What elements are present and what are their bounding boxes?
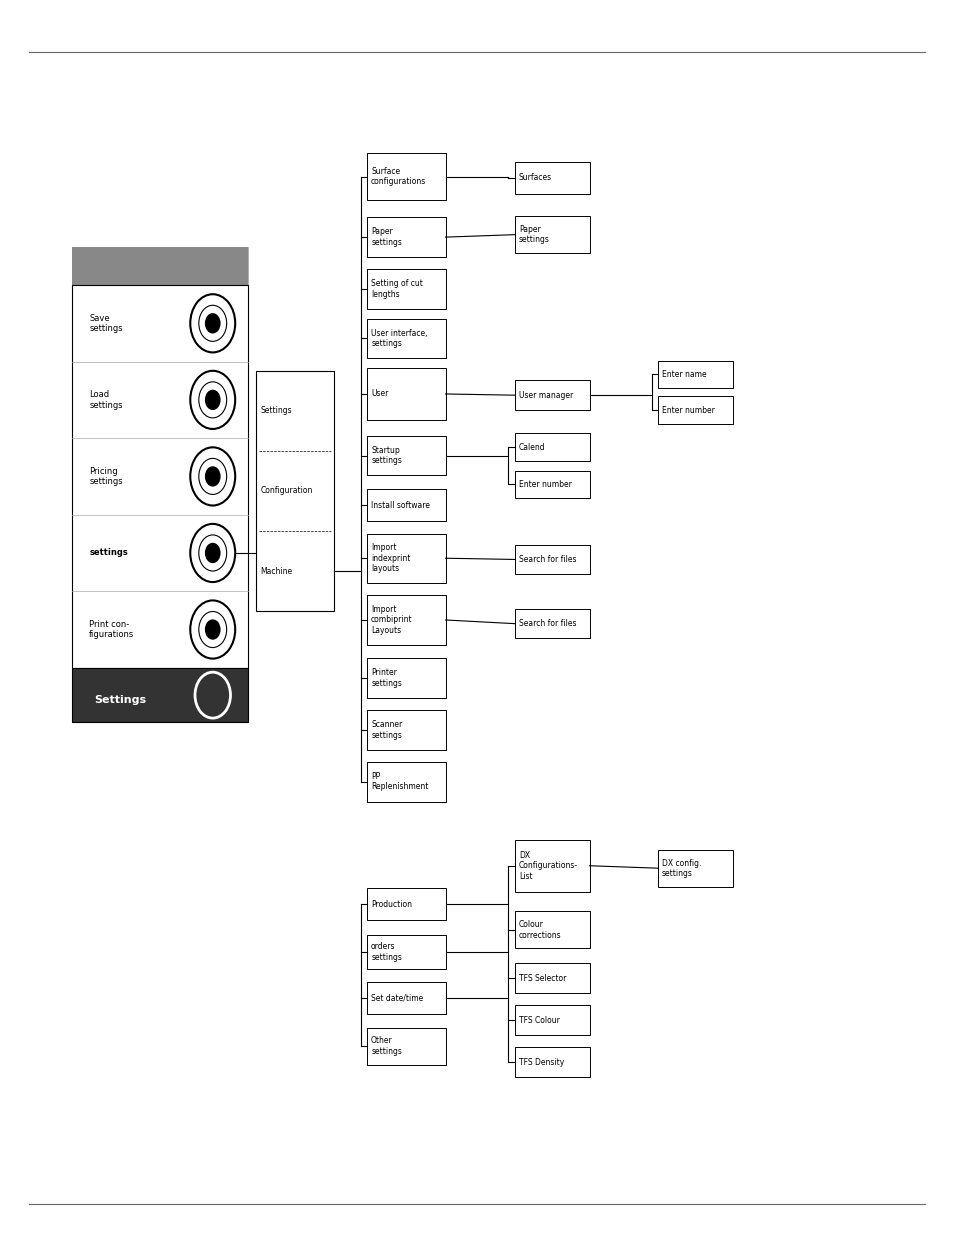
Text: Calend: Calend [518, 442, 545, 452]
Text: Paper
settings: Paper settings [371, 227, 401, 247]
Text: Surface
configurations: Surface configurations [371, 167, 426, 186]
FancyBboxPatch shape [515, 911, 589, 948]
Text: Import
indexprint
layouts: Import indexprint layouts [371, 543, 410, 573]
FancyBboxPatch shape [515, 433, 589, 461]
FancyBboxPatch shape [515, 1005, 589, 1035]
Circle shape [198, 458, 227, 494]
Circle shape [198, 535, 227, 571]
Text: User manager: User manager [518, 390, 573, 400]
Text: Configuration: Configuration [260, 487, 313, 495]
Text: Startup
settings: Startup settings [371, 446, 401, 466]
FancyBboxPatch shape [367, 368, 445, 420]
Circle shape [205, 619, 220, 640]
Text: Print con-
figurations: Print con- figurations [90, 620, 134, 640]
FancyBboxPatch shape [515, 840, 589, 892]
Text: Settings: Settings [260, 406, 292, 415]
FancyBboxPatch shape [367, 658, 445, 698]
Text: Install software: Install software [371, 500, 430, 510]
Text: Production: Production [371, 899, 412, 909]
Text: DX config.
settings: DX config. settings [661, 858, 700, 878]
Text: TFS Selector: TFS Selector [518, 973, 566, 983]
Text: Printer
settings: Printer settings [371, 668, 401, 688]
Text: DX
Configurations-
List: DX Configurations- List [518, 851, 578, 881]
FancyBboxPatch shape [515, 162, 589, 194]
FancyBboxPatch shape [367, 534, 445, 583]
Text: Scanner
settings: Scanner settings [371, 720, 402, 740]
FancyBboxPatch shape [367, 595, 445, 645]
FancyBboxPatch shape [658, 361, 732, 388]
FancyBboxPatch shape [367, 489, 445, 521]
Text: TFS Density: TFS Density [518, 1057, 563, 1067]
Circle shape [205, 467, 220, 487]
FancyBboxPatch shape [515, 216, 589, 253]
FancyBboxPatch shape [515, 963, 589, 993]
Text: Enter number: Enter number [518, 479, 571, 489]
Circle shape [198, 382, 227, 417]
Text: Pricing
settings: Pricing settings [90, 467, 123, 487]
FancyBboxPatch shape [367, 436, 445, 475]
FancyBboxPatch shape [367, 153, 445, 200]
FancyBboxPatch shape [515, 1047, 589, 1077]
Text: Set date/time: Set date/time [371, 993, 423, 1003]
Circle shape [190, 524, 235, 582]
Circle shape [190, 370, 235, 429]
Text: Save
settings: Save settings [90, 314, 123, 333]
FancyBboxPatch shape [658, 850, 732, 887]
Text: Surfaces: Surfaces [518, 173, 552, 183]
Circle shape [190, 600, 235, 658]
Circle shape [190, 294, 235, 352]
Circle shape [205, 314, 220, 333]
FancyBboxPatch shape [515, 609, 589, 638]
Text: Enter number: Enter number [661, 405, 714, 415]
FancyBboxPatch shape [71, 247, 248, 722]
FancyBboxPatch shape [367, 1028, 445, 1065]
Text: Paper
settings: Paper settings [518, 225, 549, 245]
FancyBboxPatch shape [367, 982, 445, 1014]
Text: Setting of cut
lengths: Setting of cut lengths [371, 279, 422, 299]
FancyBboxPatch shape [367, 319, 445, 358]
FancyBboxPatch shape [658, 396, 732, 424]
Circle shape [190, 447, 235, 505]
Text: Import
combiprint
Layouts: Import combiprint Layouts [371, 605, 413, 635]
FancyBboxPatch shape [367, 710, 445, 750]
Text: TFS Colour: TFS Colour [518, 1015, 559, 1025]
Text: Search for files: Search for files [518, 619, 576, 629]
FancyBboxPatch shape [515, 545, 589, 574]
Text: Machine: Machine [260, 567, 293, 576]
FancyBboxPatch shape [367, 935, 445, 969]
Circle shape [198, 611, 227, 647]
FancyBboxPatch shape [515, 380, 589, 410]
FancyBboxPatch shape [367, 762, 445, 802]
Text: PP
Replenishment: PP Replenishment [371, 772, 428, 792]
FancyBboxPatch shape [367, 888, 445, 920]
FancyBboxPatch shape [71, 285, 248, 668]
Text: User: User [371, 389, 388, 399]
FancyBboxPatch shape [255, 370, 334, 611]
Text: orders
settings: orders settings [371, 942, 401, 962]
Text: Other
settings: Other settings [371, 1036, 401, 1056]
Text: settings: settings [90, 548, 128, 557]
Text: Enter name: Enter name [661, 369, 706, 379]
Circle shape [205, 543, 220, 563]
Text: Load
settings: Load settings [90, 390, 123, 410]
FancyBboxPatch shape [367, 269, 445, 309]
FancyBboxPatch shape [515, 471, 589, 498]
Circle shape [205, 390, 220, 410]
Text: User interface,
settings: User interface, settings [371, 329, 427, 348]
Text: Colour
corrections: Colour corrections [518, 920, 561, 940]
FancyBboxPatch shape [71, 247, 248, 285]
Text: Search for files: Search for files [518, 555, 576, 564]
Circle shape [198, 305, 227, 341]
FancyBboxPatch shape [367, 217, 445, 257]
Text: Settings: Settings [94, 694, 147, 704]
FancyBboxPatch shape [71, 668, 248, 722]
